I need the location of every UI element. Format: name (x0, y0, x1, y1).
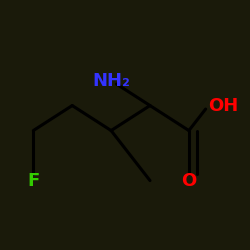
Text: NH₂: NH₂ (92, 72, 130, 90)
Text: F: F (27, 172, 40, 190)
Text: OH: OH (208, 96, 238, 114)
Text: O: O (181, 172, 196, 190)
